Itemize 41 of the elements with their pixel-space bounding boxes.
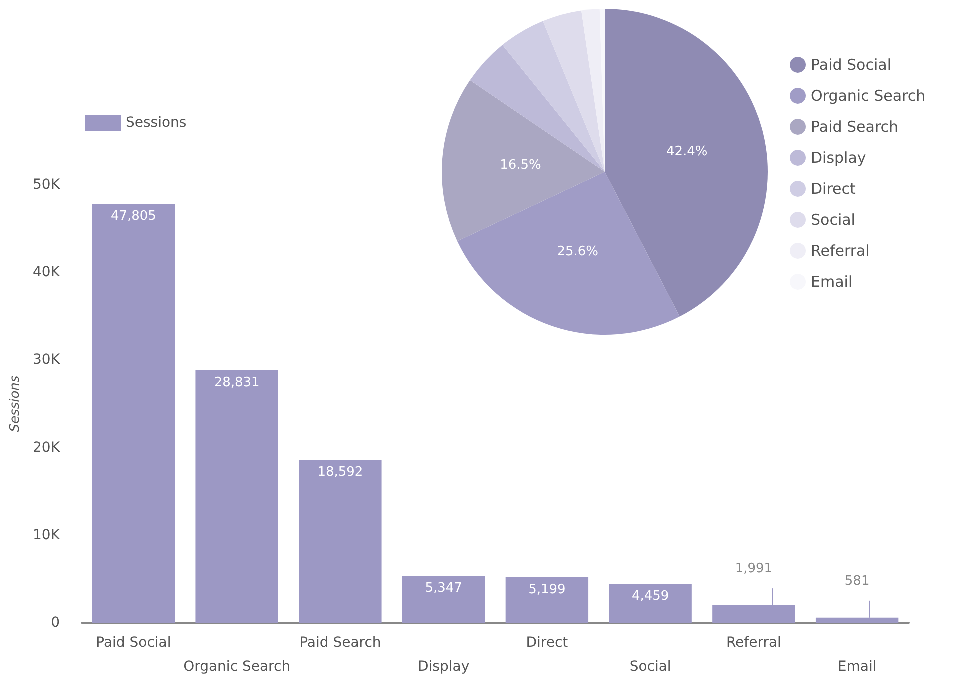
- data-label: 18,592: [318, 465, 364, 480]
- y-axis-title: Sessions: [8, 376, 24, 432]
- legend-label: Email: [811, 273, 853, 291]
- y-tick-label: 40K: [33, 264, 61, 281]
- bar: [299, 460, 382, 623]
- data-label: 1,991: [735, 562, 773, 577]
- legend-label: Direct: [811, 180, 856, 198]
- legend-label: Social: [811, 211, 856, 229]
- bar: [506, 577, 589, 623]
- data-label: 5,347: [425, 581, 462, 596]
- y-tick-label: 50K: [33, 177, 61, 193]
- x-tick-label: Social: [630, 659, 672, 675]
- bar: [609, 584, 692, 623]
- bar: [196, 370, 278, 623]
- data-label: 16.5%: [500, 158, 542, 173]
- data-label: 4,459: [632, 588, 670, 604]
- data-label: 5,199: [528, 582, 566, 598]
- x-tick-label: Referral: [726, 635, 782, 651]
- x-tick-label: Email: [838, 659, 877, 675]
- data-label: 581: [844, 574, 870, 589]
- bar: [92, 204, 176, 623]
- legend-label: Display: [811, 149, 866, 167]
- legend-label: Sessions: [126, 115, 187, 131]
- x-tick-label: Direct: [526, 635, 569, 651]
- data-label: 42.4%: [666, 144, 708, 160]
- legend-label: Paid Social: [811, 56, 892, 74]
- x-tick-label: Organic Search: [184, 659, 291, 675]
- data-label: 28,831: [214, 375, 260, 390]
- data-label: 25.6%: [557, 244, 599, 260]
- legend-label: Organic Search: [811, 87, 926, 105]
- y-tick-label: 20K: [33, 440, 61, 456]
- y-tick-label: 30K: [33, 352, 61, 368]
- x-tick-label: Display: [418, 659, 470, 675]
- bar: [402, 576, 486, 623]
- y-tick-label: 10K: [33, 527, 61, 544]
- x-tick-label: Paid Social: [96, 635, 172, 651]
- y-tick-label: 0: [51, 615, 60, 631]
- legend-label: Paid Search: [811, 118, 899, 136]
- data-label: 47,805: [110, 209, 156, 224]
- x-tick-label: Paid Search: [300, 635, 382, 651]
- legend-label: Referral: [811, 242, 870, 260]
